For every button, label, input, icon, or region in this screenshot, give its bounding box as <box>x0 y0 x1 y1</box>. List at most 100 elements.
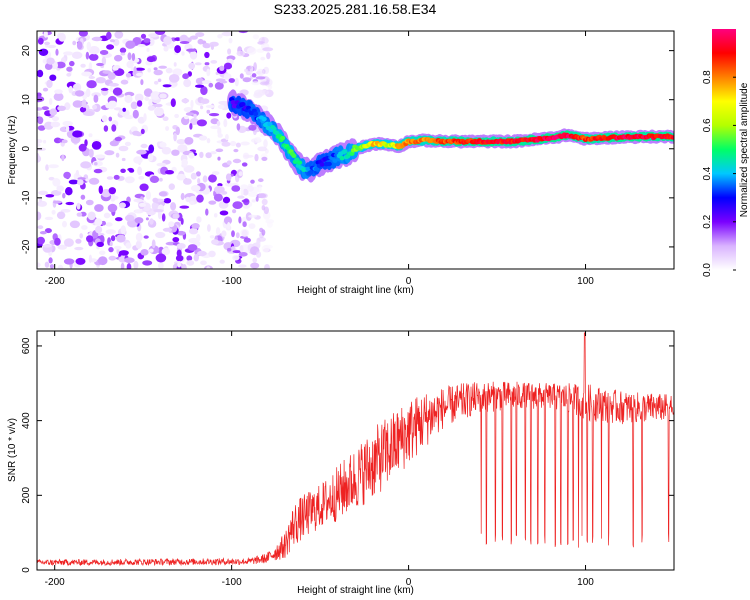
noise-blob <box>223 62 233 70</box>
noise-blob <box>155 253 167 263</box>
noise-blob <box>188 152 195 159</box>
y-tick-label: 200 <box>21 487 32 504</box>
noise-blob <box>147 153 154 162</box>
noise-blob <box>253 62 257 72</box>
noise-blob <box>161 146 172 155</box>
noise-blob <box>112 87 123 96</box>
noise-blob <box>200 86 208 96</box>
noise-blob <box>81 225 88 230</box>
noise-blob <box>232 158 242 164</box>
noise-blob <box>172 213 180 220</box>
noise-blob <box>80 194 86 200</box>
noise-blob <box>122 107 126 112</box>
noise-blob <box>267 221 273 228</box>
noise-blob <box>159 93 167 99</box>
noise-blob <box>88 133 93 138</box>
noise-blob <box>84 139 88 147</box>
noise-blob <box>214 185 225 194</box>
noise-blob <box>232 250 242 254</box>
noise-blob <box>37 225 44 230</box>
noise-blob <box>94 162 98 166</box>
noise-blob <box>159 177 163 182</box>
noise-blob <box>120 262 125 269</box>
noise-blob <box>55 61 66 69</box>
noise-blob <box>261 198 268 206</box>
noise-blob <box>65 125 70 133</box>
ridge-segment <box>261 116 267 122</box>
noise-blob <box>53 92 64 102</box>
noise-blob <box>86 235 94 243</box>
noise-blob <box>126 263 132 269</box>
noise-blob <box>208 250 216 258</box>
noise-blob <box>107 203 118 213</box>
noise-blob <box>184 115 189 120</box>
ridge-segment <box>314 166 320 172</box>
noise-blob <box>161 247 171 256</box>
noise-blob <box>172 82 178 87</box>
noise-blob <box>151 239 156 249</box>
noise-blob <box>246 185 254 192</box>
noise-blob <box>210 151 217 155</box>
noise-blob <box>235 142 241 148</box>
noise-blob <box>227 247 232 252</box>
noise-blob <box>174 113 180 119</box>
noise-blob <box>242 221 247 228</box>
noise-blob <box>140 79 144 86</box>
noise-blob <box>85 199 94 206</box>
noise-blob <box>114 31 124 39</box>
noise-blob <box>205 208 209 216</box>
noise-blob <box>168 74 180 83</box>
noise-blob <box>181 264 187 269</box>
noise-blob <box>259 227 264 233</box>
noise-blob <box>255 76 266 80</box>
noise-blob <box>263 139 268 148</box>
noise-blob <box>91 141 102 150</box>
noise-blob <box>248 201 253 207</box>
noise-blob <box>106 176 114 180</box>
noise-blob <box>49 74 57 81</box>
noise-blob <box>190 118 199 125</box>
ridge-segment <box>305 166 311 172</box>
snr-frame <box>36 330 675 571</box>
noise-blob <box>158 65 167 69</box>
noise-blob <box>217 34 223 39</box>
noise-blob <box>134 209 141 214</box>
noise-blob <box>227 48 232 55</box>
x-tick-label: -200 <box>45 577 65 588</box>
noise-blob <box>258 178 264 183</box>
noise-blob <box>114 136 123 142</box>
noise-blob <box>72 40 77 46</box>
noise-blob <box>238 252 248 257</box>
noise-blob <box>87 211 96 221</box>
ridge-segment <box>267 121 273 127</box>
noise-blob <box>158 262 164 269</box>
spectrogram-ridge <box>227 89 674 183</box>
y-tick-label: 600 <box>21 337 32 354</box>
noise-blob <box>95 225 103 234</box>
noise-blob <box>125 73 132 78</box>
ridge-segment <box>339 156 345 161</box>
noise-blob <box>88 62 93 71</box>
noise-blob <box>183 178 192 185</box>
noise-blob <box>153 69 163 76</box>
noise-blob <box>110 235 116 242</box>
noise-blob <box>134 67 145 71</box>
noise-blob <box>52 200 63 204</box>
colorbar-fill <box>712 29 736 270</box>
noise-blob <box>48 257 53 264</box>
colorbar-label: Normalized spectral amplitude <box>739 82 750 217</box>
noise-blob <box>99 250 106 256</box>
noise-blob <box>209 235 215 239</box>
noise-blob <box>113 174 120 180</box>
noise-blob <box>261 245 270 253</box>
noise-blob <box>51 209 56 215</box>
noise-blob <box>219 259 225 264</box>
noise-blob <box>243 154 254 158</box>
noise-blob <box>186 260 195 266</box>
noise-blob <box>251 81 260 86</box>
noise-blob <box>37 92 42 98</box>
noise-blob <box>240 187 244 197</box>
noise-blob <box>81 71 92 77</box>
noise-blob <box>104 150 115 156</box>
noise-blob <box>93 168 103 174</box>
